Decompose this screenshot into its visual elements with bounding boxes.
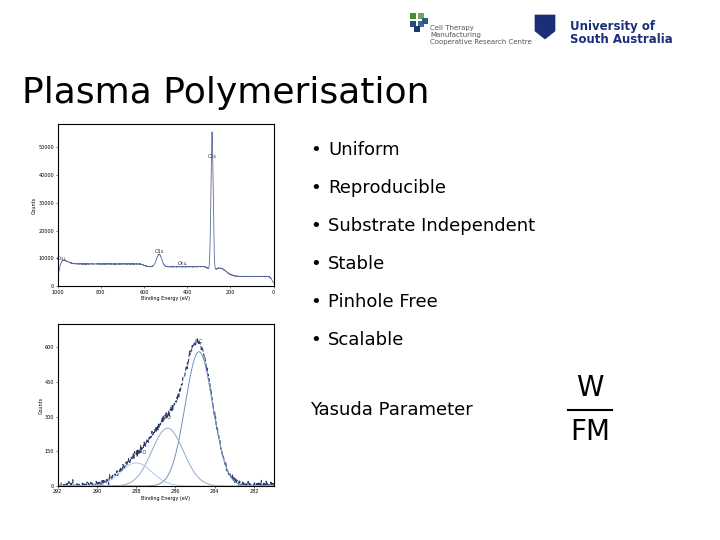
Text: •: •	[310, 217, 320, 235]
Bar	[414, 26, 420, 32]
Text: South Australia: South Australia	[570, 33, 672, 46]
Bar	[418, 21, 424, 27]
Text: •: •	[310, 331, 320, 349]
Text: Pinhole Free: Pinhole Free	[328, 293, 438, 311]
Text: •: •	[310, 141, 320, 159]
Text: •: •	[310, 255, 320, 273]
Bar	[418, 13, 424, 19]
Text: C-O: C-O	[163, 415, 172, 420]
Polygon shape	[535, 15, 555, 39]
Text: C1s: C1s	[207, 154, 217, 159]
Text: University of: University of	[570, 20, 655, 33]
Y-axis label: Counts: Counts	[38, 396, 43, 414]
Bar	[410, 21, 416, 27]
Text: Uniform: Uniform	[328, 141, 400, 159]
Text: Stable: Stable	[328, 255, 385, 273]
Text: C-C: C-C	[194, 339, 203, 343]
Text: •: •	[310, 179, 320, 197]
X-axis label: Binding Energy (eV): Binding Energy (eV)	[141, 296, 190, 301]
Text: Cell Therapy
Manufacturing
Cooperative Research Centre: Cell Therapy Manufacturing Cooperative R…	[430, 25, 532, 45]
Bar	[422, 18, 428, 24]
Text: Substrate Independent: Substrate Independent	[328, 217, 535, 235]
Text: FM: FM	[570, 418, 610, 446]
Text: Reproducible: Reproducible	[328, 179, 446, 197]
Y-axis label: Counts: Counts	[32, 197, 37, 214]
Text: C=O: C=O	[136, 450, 148, 455]
Text: •: •	[310, 293, 320, 311]
Text: Plasma Polymerisation: Plasma Polymerisation	[22, 76, 430, 110]
Bar	[410, 13, 416, 19]
X-axis label: Binding Energy (eV): Binding Energy (eV)	[141, 496, 190, 501]
Text: Yasuda Parameter: Yasuda Parameter	[310, 401, 473, 419]
Text: Scalable: Scalable	[328, 331, 405, 349]
Text: O1s: O1s	[154, 249, 164, 254]
Text: $C_{KLL}$: $C_{KLL}$	[56, 254, 68, 263]
Text: W: W	[576, 374, 604, 402]
Text: $O_{KLL}$: $O_{KLL}$	[177, 259, 189, 268]
